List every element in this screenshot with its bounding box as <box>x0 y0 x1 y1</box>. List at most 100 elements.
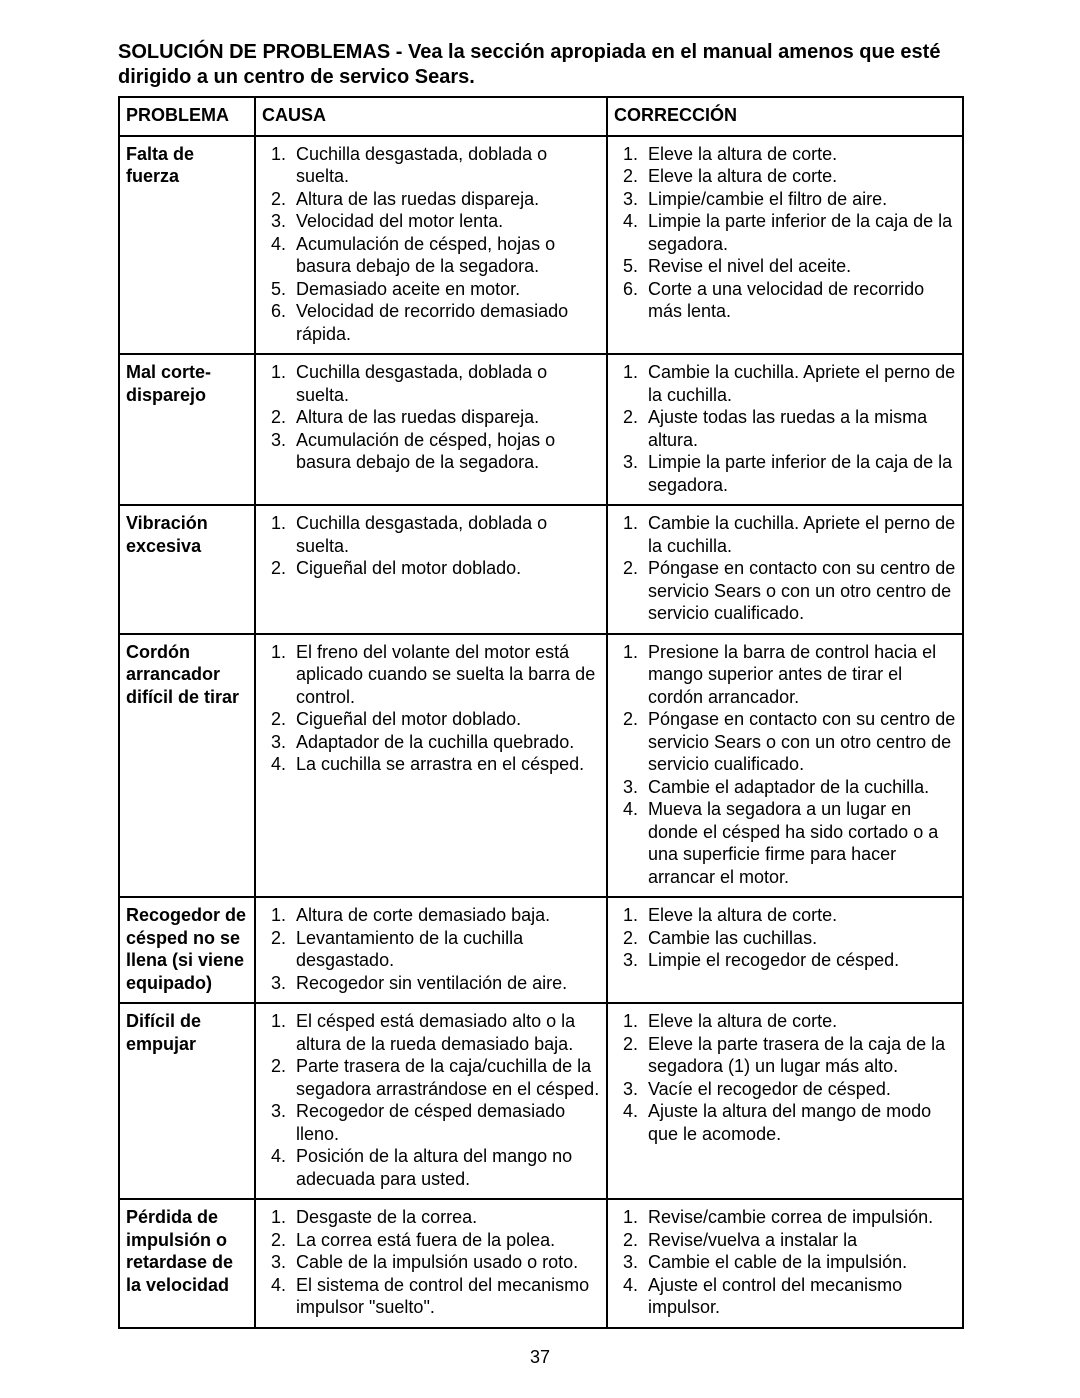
correction-text: Eleve la parte trasera de la caja de la … <box>648 1033 956 1078</box>
cause-text: Velocidad del motor lenta. <box>296 210 600 233</box>
cause-text: Cuchilla desgastada, doblada o suelta. <box>296 512 600 557</box>
table-row: Cordón arrancador difícil de tirar1.El f… <box>119 634 963 898</box>
correction-text: Revise el nivel del aceite. <box>648 255 956 278</box>
correction-text: Cambie la cuchilla. Apriete el perno de … <box>648 512 956 557</box>
cause-list: 1.El césped está demasiado alto o la alt… <box>262 1010 600 1190</box>
correction-num: 1. <box>614 1010 638 1033</box>
correction-num: 2. <box>614 1033 638 1078</box>
cause-num: 6. <box>262 300 286 345</box>
cause-text: Recogedor de césped demasiado lleno. <box>296 1100 600 1145</box>
page-title: SOLUCIÓN DE PROBLEMAS - Vea la sección a… <box>118 40 962 90</box>
cause-text: La correa está fuera de la polea. <box>296 1229 600 1252</box>
cell-problem: Cordón arrancador difícil de tirar <box>119 634 255 898</box>
cell-cause: 1.Cuchilla desgastada, doblada o suelta.… <box>255 354 607 505</box>
correction-num: 3. <box>614 949 638 972</box>
correction-num: 2. <box>614 406 638 451</box>
correction-num: 4. <box>614 1274 638 1319</box>
correction-text: Limpie la parte inferior de la caja de l… <box>648 210 956 255</box>
cell-correction: 1.Eleve la altura de corte.2.Eleve la al… <box>607 136 963 355</box>
cause-text: Acumulación de césped, hojas o basura de… <box>296 233 600 278</box>
correction-text: Revise/cambie correa de impulsión. <box>648 1206 956 1229</box>
table-row: Pérdida de impulsión o retardase de la v… <box>119 1199 963 1328</box>
correction-text: Ajuste la altura del mango de modo que l… <box>648 1100 956 1145</box>
header-correction: CORRECCIÓN <box>607 97 963 136</box>
correction-text: Limpie la parte inferior de la caja de l… <box>648 451 956 496</box>
cause-num: 5. <box>262 278 286 301</box>
problem-label: Difícil de empujar <box>126 1010 248 1055</box>
cause-text: Cable de la impulsión usado o roto. <box>296 1251 600 1274</box>
cause-num: 3. <box>262 731 286 754</box>
correction-list: 1.Eleve la altura de corte.2.Cambie las … <box>614 904 956 972</box>
correction-num: 2. <box>614 557 638 625</box>
header-problem: PROBLEMA <box>119 97 255 136</box>
cause-num: 3. <box>262 429 286 474</box>
cause-num: 4. <box>262 1145 286 1190</box>
cause-num: 4. <box>262 233 286 278</box>
cell-problem: Recogedor de césped no se llena (si vien… <box>119 897 255 1003</box>
cause-num: 4. <box>262 1274 286 1319</box>
cause-num: 1. <box>262 904 286 927</box>
cell-problem: Falta de fuerza <box>119 136 255 355</box>
cell-cause: 1.El freno del volante del motor está ap… <box>255 634 607 898</box>
cause-text: Cuchilla desgastada, doblada o suelta. <box>296 143 600 188</box>
correction-num: 1. <box>614 641 638 709</box>
cause-text: El césped está demasiado alto o la altur… <box>296 1010 600 1055</box>
correction-text: Cambie el adaptador de la cuchilla. <box>648 776 956 799</box>
cause-num: 2. <box>262 927 286 972</box>
cause-num: 2. <box>262 1055 286 1100</box>
correction-num: 3. <box>614 776 638 799</box>
cell-cause: 1.Cuchilla desgastada, doblada o suelta.… <box>255 505 607 634</box>
correction-text: Cambie la cuchilla. Apriete el perno de … <box>648 361 956 406</box>
cause-num: 2. <box>262 1229 286 1252</box>
correction-num: 3. <box>614 1251 638 1274</box>
cause-text: Altura de las ruedas dispareja. <box>296 188 600 211</box>
cause-text: Velocidad de recorrido demasiado rápida. <box>296 300 600 345</box>
cell-correction: 1.Eleve la altura de corte.2.Cambie las … <box>607 897 963 1003</box>
cell-cause: 1.Desgaste de la correa.2.La correa está… <box>255 1199 607 1328</box>
correction-num: 1. <box>614 361 638 406</box>
cause-num: 1. <box>262 361 286 406</box>
cause-list: 1.Cuchilla desgastada, doblada o suelta.… <box>262 512 600 580</box>
correction-num: 3. <box>614 1078 638 1101</box>
cell-correction: 1.Revise/cambie correa de impulsión.2.Re… <box>607 1199 963 1328</box>
correction-list: 1.Cambie la cuchilla. Apriete el perno d… <box>614 361 956 496</box>
cause-text: Cigueñal del motor doblado. <box>296 557 600 580</box>
correction-list: 1.Presione la barra de control hacia el … <box>614 641 956 889</box>
correction-text: Cambie el cable de la impulsión. <box>648 1251 956 1274</box>
correction-text: Ajuste el control del mecanismo impulsor… <box>648 1274 956 1319</box>
problem-label: Cordón arrancador difícil de tirar <box>126 641 248 709</box>
cause-num: 3. <box>262 1100 286 1145</box>
correction-list: 1.Revise/cambie correa de impulsión.2.Re… <box>614 1206 956 1319</box>
correction-text: Cambie las cuchillas. <box>648 927 956 950</box>
correction-num: 6. <box>614 278 638 323</box>
table-header-row: PROBLEMA CAUSA CORRECCIÓN <box>119 97 963 136</box>
cell-correction: 1.Presione la barra de control hacia el … <box>607 634 963 898</box>
correction-num: 4. <box>614 210 638 255</box>
cause-text: Desgaste de la correa. <box>296 1206 600 1229</box>
cause-num: 2. <box>262 708 286 731</box>
correction-list: 1.Eleve la altura de corte.2.Eleve la al… <box>614 143 956 323</box>
cause-num: 1. <box>262 1010 286 1055</box>
cause-text: El freno del volante del motor está apli… <box>296 641 600 709</box>
correction-list: 1.Cambie la cuchilla. Apriete el perno d… <box>614 512 956 625</box>
cause-list: 1.Desgaste de la correa.2.La correa está… <box>262 1206 600 1319</box>
correction-text: Póngase en contacto con su centro de ser… <box>648 557 956 625</box>
problem-label: Pérdida de impulsión o retardase de la v… <box>126 1206 248 1296</box>
problem-label: Recogedor de césped no se llena (si vien… <box>126 904 248 994</box>
cause-text: Altura de corte demasiado baja. <box>296 904 600 927</box>
cause-text: Levantamiento de la cuchilla desgastado. <box>296 927 600 972</box>
cause-num: 1. <box>262 641 286 709</box>
cause-list: 1.Cuchilla desgastada, doblada o suelta.… <box>262 143 600 346</box>
correction-text: Eleve la altura de corte. <box>648 1010 956 1033</box>
correction-num: 3. <box>614 188 638 211</box>
cell-problem: Vibración excesiva <box>119 505 255 634</box>
cause-text: Posición de la altura del mango no adecu… <box>296 1145 600 1190</box>
correction-num: 1. <box>614 143 638 166</box>
cell-cause: 1.Cuchilla desgastada, doblada o suelta.… <box>255 136 607 355</box>
cause-text: Cigueñal del motor doblado. <box>296 708 600 731</box>
correction-text: Eleve la altura de corte. <box>648 165 956 188</box>
cause-num: 3. <box>262 972 286 995</box>
cell-cause: 1.El césped está demasiado alto o la alt… <box>255 1003 607 1199</box>
correction-text: Mueva la segadora a un lugar en donde el… <box>648 798 956 888</box>
correction-num: 5. <box>614 255 638 278</box>
